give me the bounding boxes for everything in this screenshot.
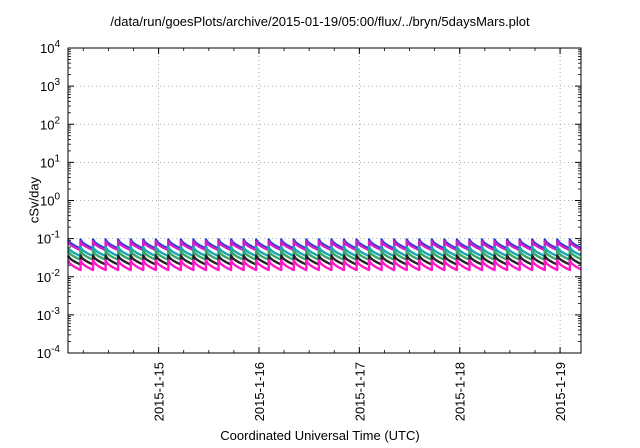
chart-title: /data/run/goesPlots/archive/2015-01-19/0… [110,14,530,29]
y-tick-label: 10-4 [37,344,61,361]
y-tick-label: 102 [40,115,60,132]
y-tick-label: 10-2 [37,268,61,285]
plot-frame [67,47,582,354]
x-tick-label: 2015-1-18 [453,362,468,421]
y-tick-label: 101 [40,153,60,170]
x-axis-label: Coordinated Universal Time (UTC) [220,428,420,443]
x-tick-label: 2015-1-17 [352,362,367,421]
y-tick-label: 10-3 [37,306,61,323]
series-line [66,254,582,266]
series-line [66,259,582,272]
series-line [66,240,582,252]
series-line [66,249,582,261]
y-tick-label: 104 [40,39,60,56]
y-tick-label: 10-1 [37,230,61,247]
y-tick-label: 103 [40,77,60,94]
x-tick-label: 2015-1-16 [252,362,267,421]
y-tick-label: 100 [40,192,60,209]
x-tick-label: 2015-1-15 [152,362,167,421]
series-line [66,245,582,258]
x-tick-label: 2015-1-19 [553,362,568,421]
